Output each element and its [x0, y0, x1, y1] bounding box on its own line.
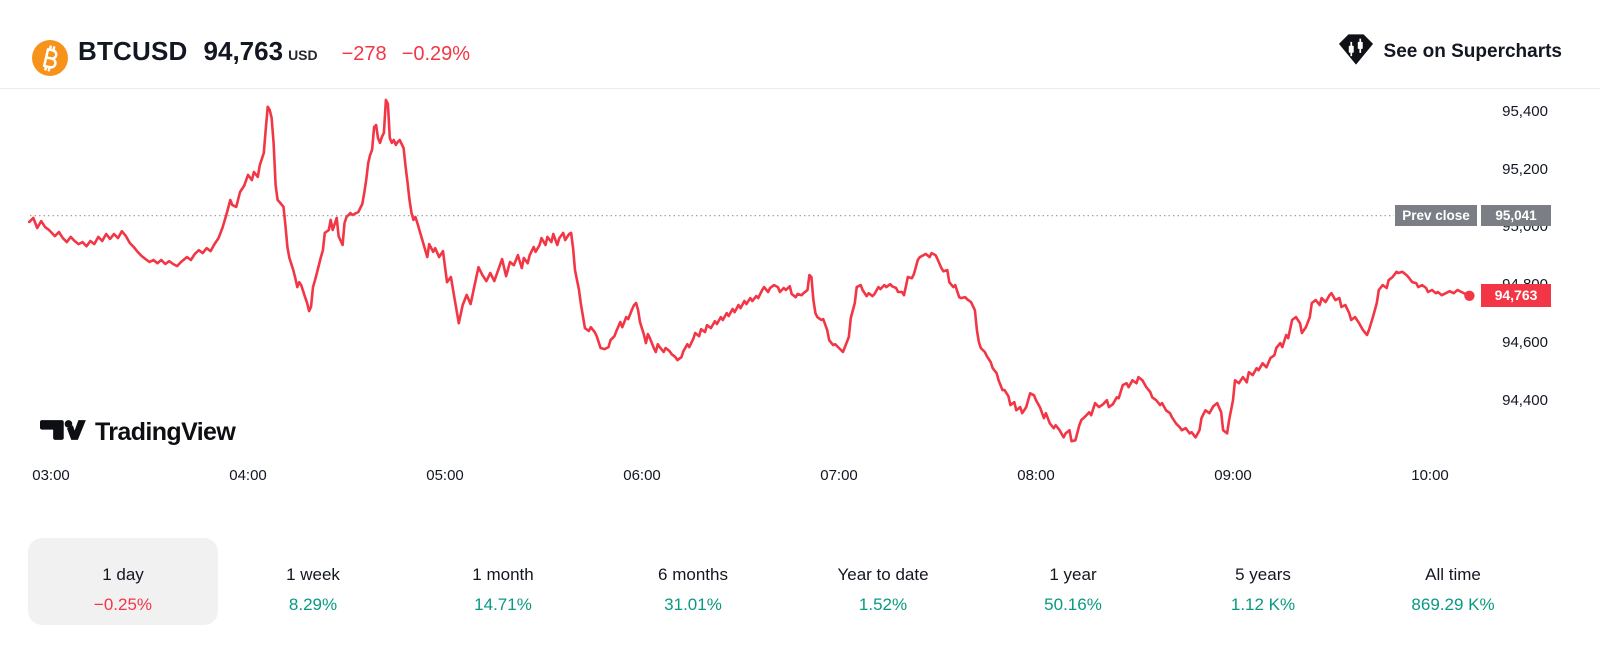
period-label: 1 month: [472, 565, 534, 584]
y-axis-label: 94,600: [1502, 333, 1548, 351]
x-axis-label: 09:00: [1214, 467, 1252, 484]
x-axis-label: 04:00: [229, 467, 267, 484]
y-axis-label: 94,400: [1502, 391, 1548, 409]
period-change-value: 14.71%: [474, 595, 532, 614]
period-tab-all-time[interactable]: All time 869.29 K%: [1358, 538, 1548, 625]
x-axis-label: 08:00: [1017, 467, 1055, 484]
period-label: 5 years: [1235, 565, 1291, 584]
period-tab-year-to-date[interactable]: Year to date 1.52%: [788, 538, 978, 625]
period-tab-1-week[interactable]: 1 week 8.29%: [218, 538, 408, 625]
bitcoin-icon: [32, 40, 68, 76]
header: BTCUSD 94,763 USD −278 −0.29% See on Sup…: [0, 0, 1600, 89]
period-label: 1 day: [102, 565, 144, 584]
period-tab-5-years[interactable]: 5 years 1.12 K%: [1168, 538, 1358, 625]
y-axis-label: 95,400: [1502, 103, 1548, 120]
last-price-badge: 94,763: [1481, 284, 1551, 308]
period-tab-1-day[interactable]: 1 day −0.25%: [28, 538, 218, 625]
tradingview-mark-icon: [40, 416, 86, 449]
period-change-value: 1.12 K%: [1230, 595, 1296, 614]
x-axis-label: 06:00: [623, 467, 661, 484]
y-axis-label: 95,200: [1502, 160, 1548, 178]
currency-label: USD: [288, 47, 318, 63]
period-tab-6-months[interactable]: 6 months 31.01%: [598, 538, 788, 625]
change-absolute: −278: [341, 43, 387, 65]
x-axis-label: 07:00: [820, 467, 858, 484]
period-label: 1 week: [286, 565, 340, 584]
x-axis-label: 05:00: [426, 467, 464, 484]
tradingview-logo[interactable]: TradingView: [40, 416, 236, 449]
period-selector: 1 day −0.25% 1 week 8.29% 1 month 14.71% 6 mon…: [28, 538, 1548, 625]
supercharts-link[interactable]: See on Supercharts: [1338, 33, 1562, 71]
last-price: 94,763: [203, 36, 284, 66]
supercharts-label: See on Supercharts: [1383, 41, 1562, 62]
prev-close-badge-value: 95,041: [1481, 205, 1551, 227]
symbol-title[interactable]: BTCUSD: [78, 36, 188, 66]
tradingview-wordmark: TradingView: [95, 418, 236, 446]
period-change-value: −0.25%: [93, 595, 153, 614]
period-label: 6 months: [658, 565, 728, 584]
period-tab-1-month[interactable]: 1 month 14.71%: [408, 538, 598, 625]
period-tab-1-year[interactable]: 1 year 50.16%: [978, 538, 1168, 625]
period-change-value: 1.52%: [858, 595, 908, 614]
period-label: Year to date: [837, 565, 929, 584]
period-change-value: 8.29%: [288, 595, 338, 614]
period-label: 1 year: [1049, 565, 1097, 584]
period-label: All time: [1425, 565, 1481, 584]
price-line: [28, 98, 1471, 443]
prev-close-badge-label: Prev close: [1395, 205, 1477, 227]
supercharts-icon: [1338, 33, 1374, 71]
x-axis-label: 03:00: [32, 467, 70, 484]
period-change-value: 31.01%: [664, 595, 722, 614]
symbol-summary: BTCUSD 94,763 USD −278 −0.29%: [78, 36, 470, 67]
period-change-value: 869.29 K%: [1411, 595, 1495, 614]
change-percent: −0.29%: [401, 43, 471, 65]
x-axis-label: 10:00: [1411, 467, 1449, 484]
period-change-value: 50.16%: [1044, 595, 1102, 614]
last-price-dot: [1464, 290, 1475, 301]
